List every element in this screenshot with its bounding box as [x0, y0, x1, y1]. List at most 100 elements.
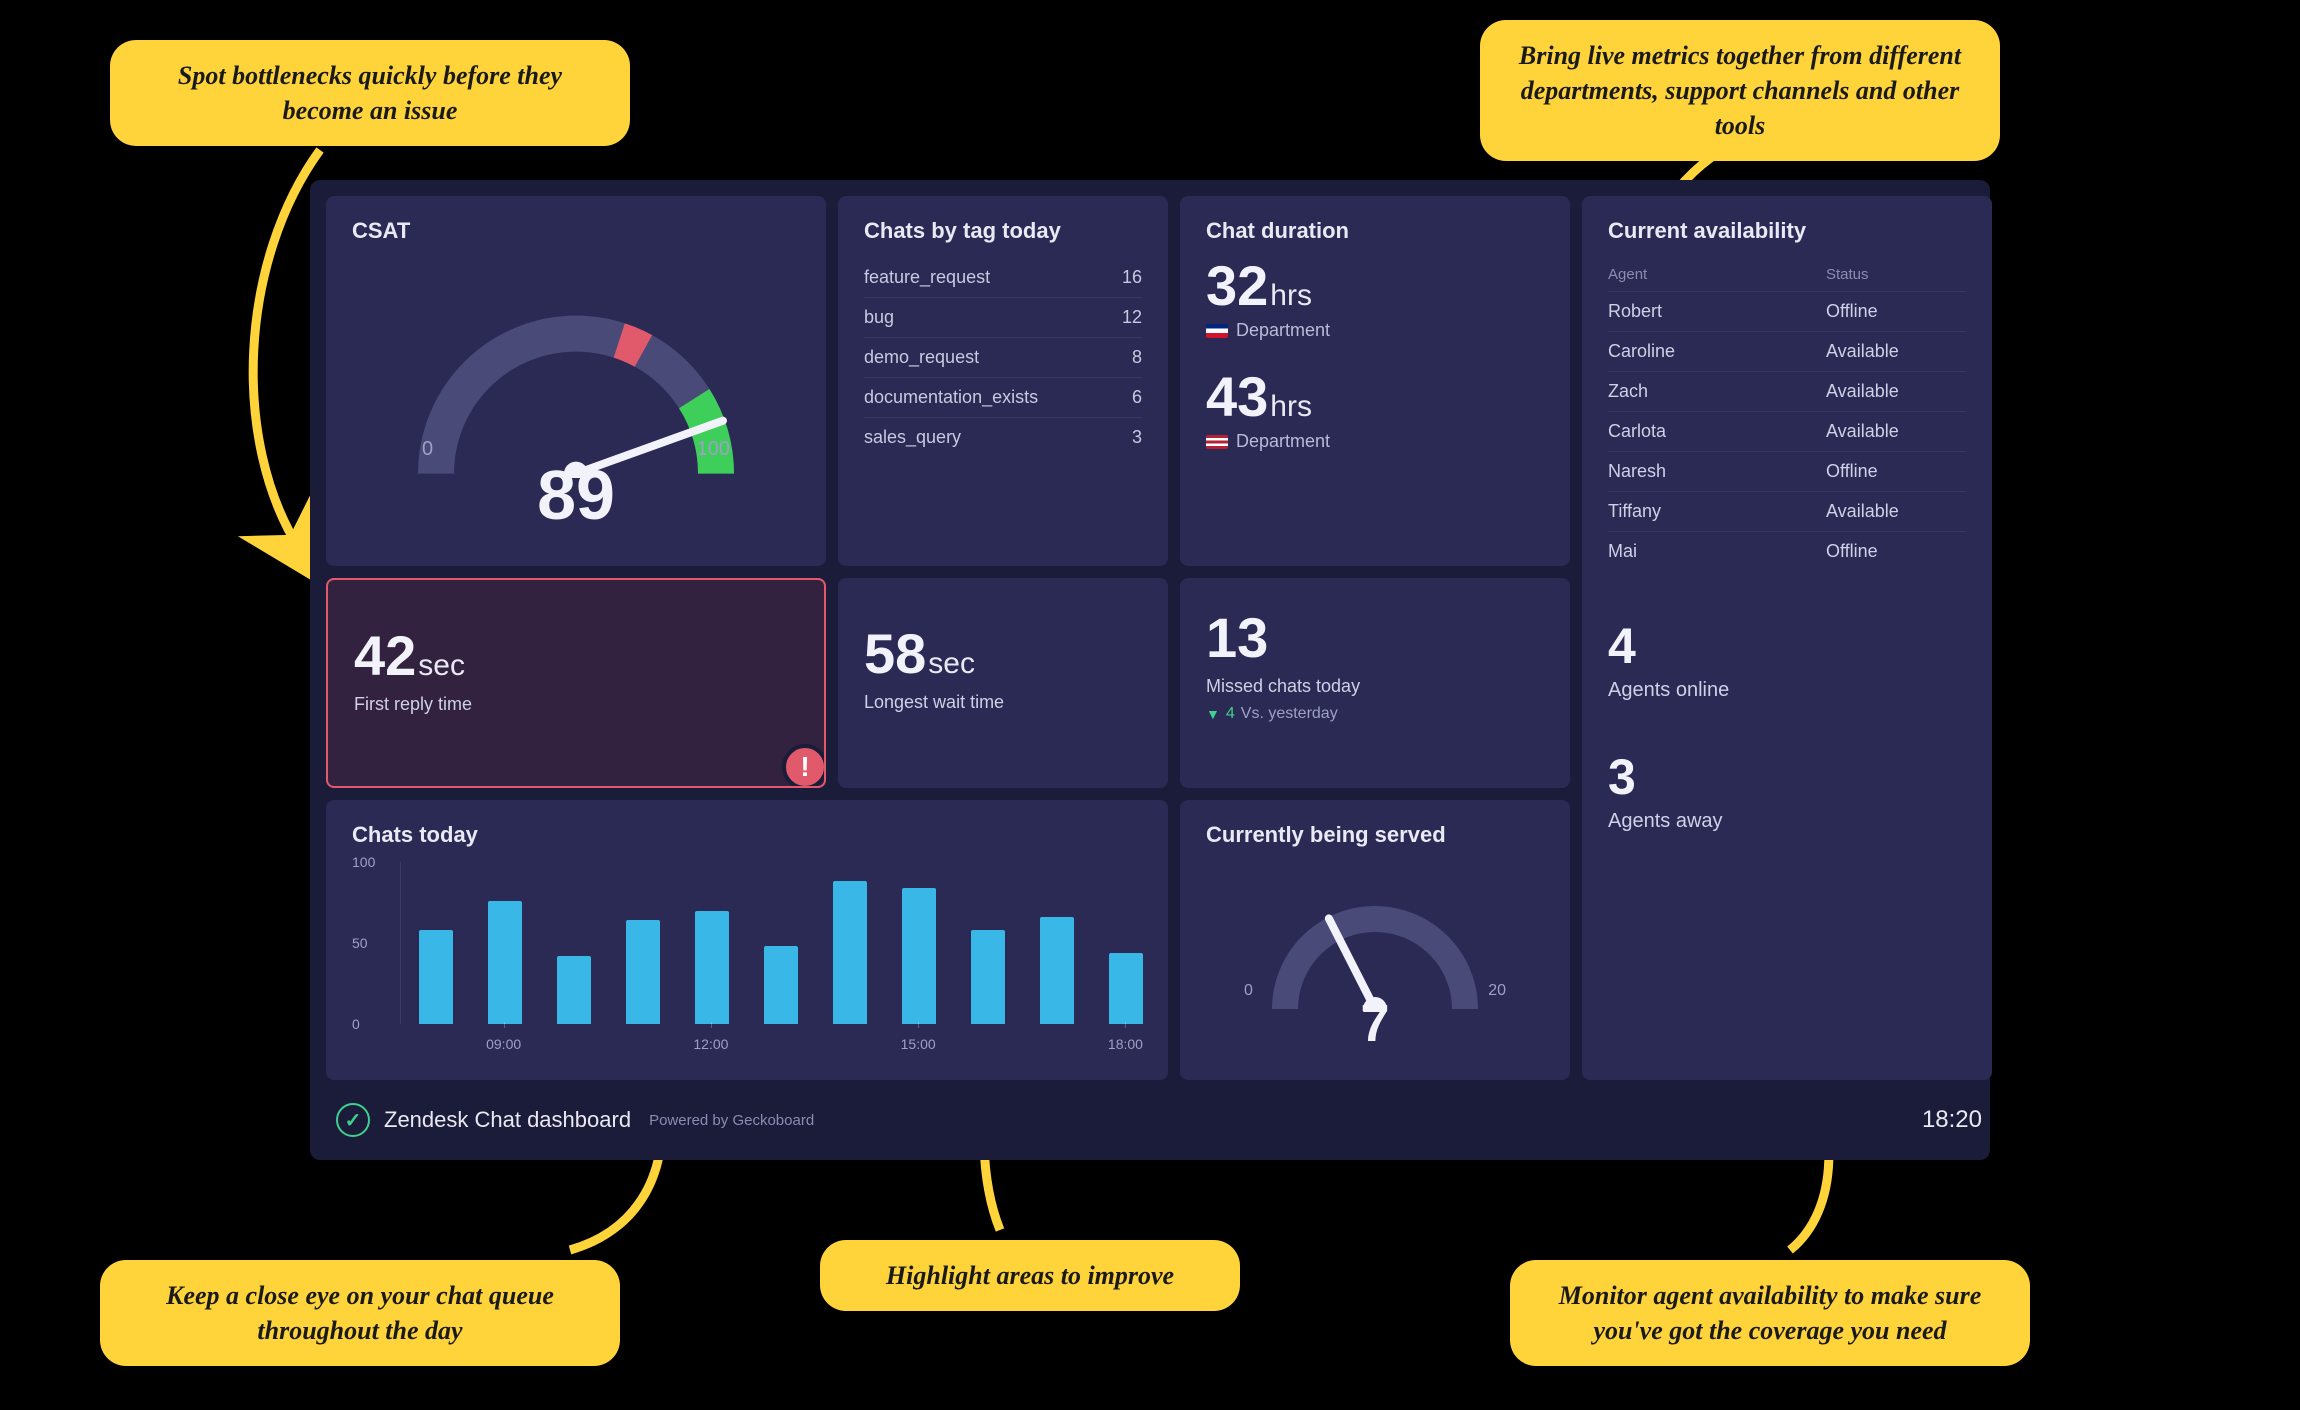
csat-max: 100 [697, 438, 730, 461]
availability-stat-value: 4 [1608, 617, 1966, 675]
tag-row[interactable]: bug12 [864, 298, 1142, 338]
tag-label: sales_query [864, 427, 961, 448]
card-duration[interactable]: Chat duration 32hrsDepartment43hrsDepart… [1180, 196, 1570, 566]
chats-today-chart: 050100 09:0012:0015:0018:00 [352, 862, 1142, 1052]
csat-min: 0 [422, 438, 433, 461]
bar [1040, 917, 1074, 1024]
bar [764, 946, 798, 1024]
tag-value: 12 [1122, 307, 1142, 328]
bar [419, 930, 453, 1024]
first-reply-label: First reply time [354, 694, 798, 715]
card-served[interactable]: Currently being served 0 20 7 [1180, 800, 1570, 1080]
bar [833, 881, 867, 1024]
availability-title: Current availability [1608, 218, 1966, 244]
agent-name: Zach [1608, 381, 1826, 402]
annotation-top-left: Spot bottlenecks quickly before they bec… [110, 40, 630, 146]
card-first-reply[interactable]: 42 sec First reply time ! [326, 578, 826, 788]
tag-value: 6 [1132, 387, 1142, 408]
missed-label: Missed chats today [1206, 676, 1544, 697]
tag-row[interactable]: demo_request8 [864, 338, 1142, 378]
tag-row[interactable]: sales_query 3 [864, 418, 1142, 457]
bar [971, 930, 1005, 1024]
duration-label: Department [1236, 431, 1330, 452]
missed-value: 13 [1206, 610, 1544, 666]
annotation-mid: Highlight areas to improve [820, 1240, 1240, 1311]
availability-stat: 4 Agents online [1608, 617, 1966, 702]
x-tick: 12:00 [693, 1036, 728, 1052]
footer-time: 18:20 [1922, 1106, 1982, 1134]
y-tick: 100 [352, 854, 375, 870]
availability-col-status: Status [1826, 266, 1966, 283]
tags-title: Chats by tag today [864, 218, 1142, 244]
y-tick: 0 [352, 1016, 360, 1032]
agent-name: Carlota [1608, 421, 1826, 442]
x-tick: 09:00 [486, 1036, 521, 1052]
alert-icon: ! [782, 744, 826, 788]
served-title: Currently being served [1206, 822, 1544, 848]
footer-title: Zendesk Chat dashboard [384, 1107, 631, 1133]
flag-icon [1206, 324, 1228, 338]
agent-name: Caroline [1608, 341, 1826, 362]
duration-block: 43hrsDepartment [1206, 369, 1544, 452]
duration-unit: hrs [1270, 390, 1312, 424]
y-tick: 50 [352, 935, 368, 951]
dashboard-footer: ✓ Zendesk Chat dashboard Powered by Geck… [326, 1092, 1992, 1142]
tag-value: 16 [1122, 267, 1142, 288]
card-tags[interactable]: Chats by tag today feature_request16bug1… [838, 196, 1168, 566]
availability-row[interactable]: MaiOffline [1608, 531, 1966, 571]
duration-label: Department [1236, 320, 1330, 341]
footer-sub: Powered by Geckoboard [649, 1112, 814, 1129]
served-max: 20 [1488, 982, 1506, 1000]
agent-status: Available [1826, 421, 1966, 442]
availability-row[interactable]: TiffanyAvailable [1608, 491, 1966, 531]
agent-name: Mai [1608, 541, 1826, 562]
agent-status: Available [1826, 341, 1966, 362]
bar [695, 911, 729, 1024]
longest-wait-value: 58 [864, 626, 926, 682]
duration-title: Chat duration [1206, 218, 1544, 244]
duration-unit: hrs [1270, 279, 1312, 313]
duration-value: 32 [1206, 258, 1268, 314]
longest-wait-label: Longest wait time [864, 692, 1142, 713]
chats-today-title: Chats today [352, 822, 1142, 848]
card-csat[interactable]: CSAT 0 100 89 [326, 196, 826, 566]
bar [902, 888, 936, 1024]
missed-delta-value: 4 [1226, 705, 1235, 723]
x-tick: 18:00 [1108, 1036, 1143, 1052]
first-reply-unit: sec [418, 649, 465, 683]
agent-status: Offline [1826, 541, 1966, 562]
tag-row[interactable]: documentation_exists 6 [864, 378, 1142, 418]
card-longest-wait[interactable]: 58 sec Longest wait time [838, 578, 1168, 788]
x-tick: 15:00 [901, 1036, 936, 1052]
tag-label: documentation_exists [864, 387, 1038, 408]
flag-icon [1206, 435, 1228, 449]
bar [626, 920, 660, 1024]
missed-delta-label: Vs. yesterday [1241, 705, 1338, 723]
first-reply-value: 42 [354, 628, 416, 684]
availability-row[interactable]: NareshOffline [1608, 451, 1966, 491]
agent-name: Robert [1608, 301, 1826, 322]
agent-status: Available [1826, 501, 1966, 522]
dashboard: CSAT 0 100 89 Chats by tag today feature… [310, 180, 1990, 1160]
availability-row[interactable]: CarlotaAvailable [1608, 411, 1966, 451]
availability-row[interactable]: RobertOffline [1608, 291, 1966, 331]
agent-status: Available [1826, 381, 1966, 402]
availability-row[interactable]: ZachAvailable [1608, 371, 1966, 411]
tag-row[interactable]: feature_request16 [864, 258, 1142, 298]
agent-status: Offline [1826, 301, 1966, 322]
agent-status: Offline [1826, 461, 1966, 482]
bar [1109, 953, 1143, 1024]
annotation-top-right: Bring live metrics together from differe… [1480, 20, 2000, 161]
availability-stat: 3Agents away [1608, 748, 1966, 833]
card-availability[interactable]: Current availability Agent Status Robert… [1582, 196, 1992, 1080]
annotation-bottom-right: Monitor agent availability to make sure … [1510, 1260, 2030, 1366]
card-missed[interactable]: 13 Missed chats today ▼ 4 Vs. yesterday [1180, 578, 1570, 788]
agent-name: Naresh [1608, 461, 1826, 482]
bar [557, 956, 591, 1024]
availability-row[interactable]: CarolineAvailable [1608, 331, 1966, 371]
availability-stat-label: Agents online [1608, 679, 1966, 702]
tag-value: 3 [1132, 427, 1142, 448]
card-chats-today[interactable]: Chats today 0 50 100 09:00 12:00 15:00 18:00 [326, 800, 1168, 1080]
bar [488, 901, 522, 1024]
availability-stat-value: 3 [1608, 748, 1966, 806]
